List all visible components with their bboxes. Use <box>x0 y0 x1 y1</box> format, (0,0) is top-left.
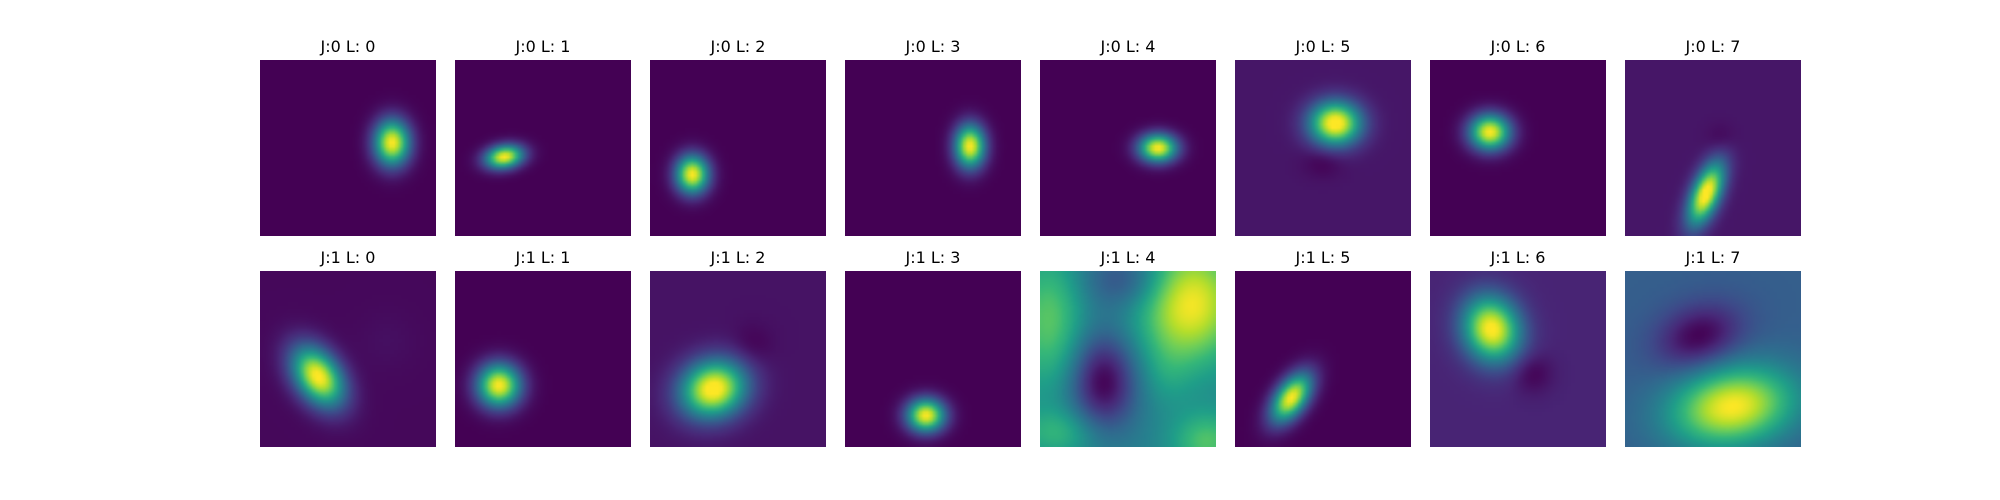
heatmap-panel-7 <box>1625 60 1801 236</box>
panel-title-15: J:1 L: 7 <box>1685 248 1741 267</box>
panel-title-6: J:0 L: 6 <box>1490 37 1546 56</box>
heatmap-panel-4 <box>1040 60 1216 236</box>
heatmap-panel-6 <box>1430 60 1606 236</box>
heatmap-panel-11 <box>845 271 1021 447</box>
panel-title-10: J:1 L: 2 <box>710 248 766 267</box>
panel-title-4: J:0 L: 4 <box>1100 37 1156 56</box>
heatmap-panel-0 <box>260 60 436 236</box>
panel-title-0: J:0 L: 0 <box>320 37 376 56</box>
panel-title-7: J:0 L: 7 <box>1685 37 1741 56</box>
heatmap-panel-12 <box>1040 271 1216 447</box>
panel-title-14: J:1 L: 6 <box>1490 248 1546 267</box>
heatmap-panel-13 <box>1235 271 1411 447</box>
heatmap-grid: J:0 L: 0 J:0 L: 1 J:0 L: 2 J:0 L: 3 J:0 L: 4… <box>260 37 1801 447</box>
heatmap-panel-14 <box>1430 271 1606 447</box>
panel-title-2: J:0 L: 2 <box>710 37 766 56</box>
heatmap-panel-5 <box>1235 60 1411 236</box>
heatmap-panel-10 <box>650 271 826 447</box>
heatmap-panel-9 <box>455 271 631 447</box>
panel-title-8: J:1 L: 0 <box>320 248 376 267</box>
panel-title-5: J:0 L: 5 <box>1295 37 1351 56</box>
panel-title-11: J:1 L: 3 <box>905 248 961 267</box>
heatmap-panel-2 <box>650 60 826 236</box>
panel-title-1: J:0 L: 1 <box>515 37 571 56</box>
panel-title-9: J:1 L: 1 <box>515 248 571 267</box>
heatmap-panel-1 <box>455 60 631 236</box>
panel-title-3: J:0 L: 3 <box>905 37 961 56</box>
heatmap-panel-15 <box>1625 271 1801 447</box>
panel-title-13: J:1 L: 5 <box>1295 248 1351 267</box>
heatmap-panel-8 <box>260 271 436 447</box>
panel-title-12: J:1 L: 4 <box>1100 248 1156 267</box>
heatmap-panel-3 <box>845 60 1021 236</box>
